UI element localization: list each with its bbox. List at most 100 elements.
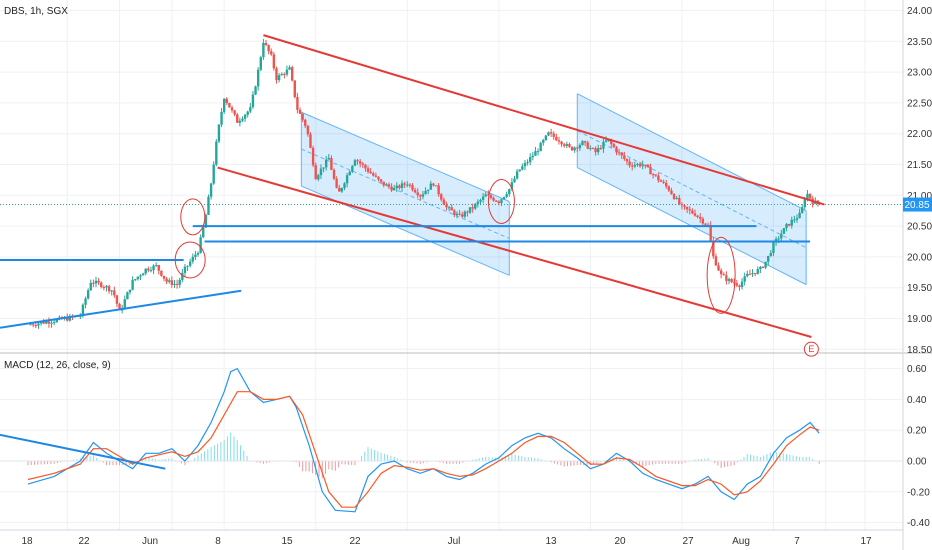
candle-body	[50, 322, 53, 324]
candle-body	[236, 114, 239, 123]
candle-body	[379, 179, 383, 182]
price-tick-label: 20.00	[907, 252, 932, 263]
candle-body	[589, 148, 592, 150]
candle-body	[330, 157, 333, 170]
highlight-ellipse	[706, 236, 736, 314]
candle-body	[494, 200, 498, 202]
candle-body	[735, 283, 739, 286]
candle-body	[298, 109, 302, 114]
candle-body	[113, 290, 116, 296]
signal-line	[27, 391, 820, 508]
candle-body	[476, 201, 480, 204]
price-tick-label: 21.00	[907, 191, 932, 202]
candle-body	[529, 157, 532, 163]
candle-body	[411, 184, 414, 190]
candle-body	[526, 162, 529, 164]
candle-body	[704, 223, 707, 225]
candle-body	[583, 141, 587, 143]
x-tick-label: 8	[215, 536, 221, 547]
candle-body	[86, 290, 90, 299]
candle-body	[549, 132, 553, 134]
macd-line	[27, 367, 820, 513]
candle-body	[591, 148, 595, 150]
candle-body	[421, 194, 425, 197]
candle-body	[196, 252, 200, 255]
candle-body	[607, 140, 610, 142]
current-price-label: 20.85	[904, 200, 929, 211]
x-tick-label: 18	[21, 536, 33, 547]
candle-body	[515, 171, 519, 179]
candle-body	[534, 151, 537, 156]
candle-body	[139, 275, 142, 277]
candle-body	[602, 141, 605, 149]
candle-body	[102, 286, 106, 288]
candle-body	[521, 166, 524, 170]
candle-body	[327, 157, 330, 160]
current-price-box	[903, 197, 932, 212]
candle-body	[202, 227, 205, 238]
candle-body	[803, 199, 807, 208]
candle-body	[466, 211, 469, 213]
candle-body	[356, 160, 359, 162]
candle-body	[502, 196, 506, 200]
candle-body	[659, 180, 663, 182]
candle-body	[432, 183, 435, 186]
candle-body	[474, 203, 477, 209]
candle-body	[777, 238, 780, 240]
macd-tick-label: 0.40	[907, 395, 927, 406]
candle-body	[68, 315, 72, 321]
candle-body	[230, 107, 234, 111]
candle-body	[110, 290, 113, 292]
candle-body	[453, 210, 456, 215]
candle-body	[675, 197, 678, 199]
candle-body	[340, 188, 344, 192]
macd-series	[0, 367, 903, 513]
candle-body	[32, 324, 35, 326]
price-tick-label: 23.50	[907, 37, 932, 48]
candle-body	[678, 197, 681, 205]
candle-body	[636, 163, 639, 165]
price-trendline	[217, 166, 812, 338]
candle-body	[178, 279, 181, 285]
candle-body	[403, 183, 406, 185]
candle-body	[157, 265, 160, 271]
candle-body	[746, 273, 749, 277]
candle-body	[505, 194, 508, 197]
annotation-circle	[803, 341, 819, 357]
candle-body	[442, 199, 446, 205]
price-tick-label: 22.50	[907, 98, 932, 109]
price-tick-label: 18.50	[907, 345, 932, 356]
candle-body	[413, 189, 417, 193]
channel-upper	[301, 111, 510, 202]
candle-body	[304, 119, 307, 126]
candle-body	[547, 132, 550, 136]
candle-body	[555, 136, 558, 141]
highlight-ellipse	[487, 178, 515, 224]
candle-body	[743, 276, 746, 282]
candle-body	[377, 176, 380, 180]
candle-body	[641, 164, 644, 167]
candle-body	[688, 209, 691, 211]
highlight-ellipse	[180, 198, 206, 236]
symbol-header: DBS, 1h, SGX	[4, 6, 68, 17]
candle-body	[118, 303, 121, 311]
candle-body	[523, 163, 527, 167]
candle-body	[262, 42, 265, 58]
macd-tick-label: -0.40	[907, 518, 930, 529]
candle-body	[536, 151, 540, 153]
candle-body	[727, 279, 731, 281]
candle-body	[471, 207, 474, 209]
candle-body	[463, 211, 467, 217]
candle-body	[306, 125, 310, 135]
candle-body	[34, 325, 38, 327]
candle-body	[649, 167, 652, 175]
x-tick-label: Aug	[732, 536, 750, 547]
axis-labels: 18.50 19.00 19.50 20.00 20.50 21.00 21.50 22.00…	[21, 6, 932, 547]
candle-body	[725, 275, 728, 281]
candle-body	[165, 278, 168, 282]
candle-body	[238, 120, 242, 123]
price-tick-label: 22.00	[907, 129, 932, 140]
candle-body	[358, 161, 362, 164]
candle-body	[646, 164, 650, 168]
